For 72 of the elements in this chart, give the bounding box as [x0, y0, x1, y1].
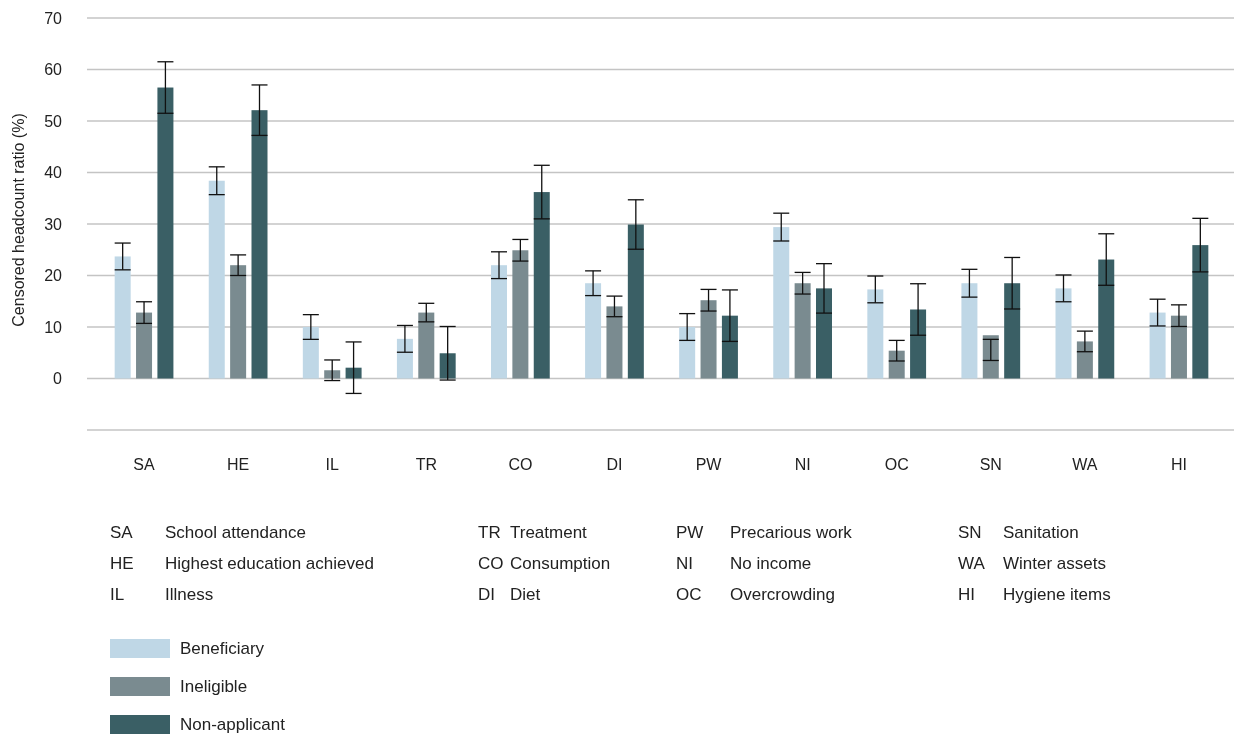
bar — [700, 300, 717, 379]
bar — [1076, 341, 1093, 379]
legend-label: Ineligible — [180, 677, 248, 696]
y-tick-label: 60 — [44, 61, 63, 79]
x-tick-label: TR — [415, 456, 437, 473]
x-tick-label: SA — [133, 456, 156, 473]
text: HE Highest education achieved — [110, 554, 374, 573]
bar — [606, 306, 623, 379]
bar — [1098, 259, 1115, 379]
x-tick-label: HE — [227, 456, 250, 473]
bar — [208, 180, 225, 379]
bar — [816, 288, 832, 379]
y-tick-label: 0 — [53, 370, 63, 388]
legend-label: Beneficiary — [180, 639, 265, 658]
text: SA School attendance — [110, 523, 306, 542]
bar — [1004, 283, 1021, 379]
x-tick-label: CO — [508, 456, 533, 473]
text: TR Treatment — [478, 523, 588, 542]
bar — [867, 289, 884, 379]
bar — [627, 224, 644, 379]
legend-label: Non-applicant — [180, 715, 286, 734]
bar — [302, 327, 319, 379]
text: DI Diet — [478, 585, 541, 604]
x-tick-label: SN — [979, 456, 1002, 473]
bar — [157, 87, 174, 379]
bar — [1149, 312, 1166, 379]
bar — [230, 265, 247, 379]
text: PW Precarious work — [676, 523, 852, 542]
bar — [1170, 315, 1187, 379]
bar — [721, 315, 738, 379]
text: SN Sanitation — [958, 523, 1079, 542]
x-tick-label: NI — [794, 456, 811, 473]
bar — [585, 283, 602, 379]
bar — [512, 250, 529, 379]
bar — [251, 110, 268, 379]
bar — [114, 256, 131, 379]
bar — [136, 312, 153, 379]
bar — [491, 265, 507, 379]
bar — [982, 335, 999, 379]
y-tick-label: 50 — [44, 112, 63, 130]
bar — [910, 309, 927, 379]
text: NI No income — [676, 554, 812, 573]
y-tick-label: 40 — [44, 164, 63, 182]
bar — [324, 370, 341, 379]
text: CO Consumption — [478, 554, 611, 573]
y-tick-label: 70 — [44, 9, 63, 27]
x-tick-label: HI — [1170, 456, 1187, 473]
bar — [533, 192, 550, 379]
y-tick-label: 10 — [44, 318, 63, 336]
text: HI Hygiene items — [958, 585, 1111, 604]
x-tick-label: IL — [325, 456, 339, 473]
text: WA Winter assets — [958, 554, 1106, 573]
bar — [888, 350, 905, 379]
text: IL Illness — [110, 585, 214, 604]
bar — [396, 338, 413, 379]
x-tick-label: DI — [606, 456, 623, 473]
y-tick-label: 20 — [44, 267, 63, 285]
bar — [1055, 288, 1072, 379]
x-tick-label: WA — [1072, 456, 1098, 473]
bar — [439, 353, 456, 379]
bar — [418, 312, 435, 379]
bar — [1192, 245, 1209, 379]
bar — [345, 367, 362, 379]
bar — [794, 283, 811, 379]
bar — [961, 283, 978, 379]
x-tick-label: PW — [695, 456, 723, 473]
x-tick-label: OC — [884, 456, 909, 473]
bar — [679, 327, 696, 379]
text: OC Overcrowding — [676, 585, 835, 604]
bar — [773, 227, 790, 379]
y-tick-label: 30 — [44, 215, 63, 233]
y-axis-title: Censored headcount ratio (%) — [10, 113, 27, 327]
